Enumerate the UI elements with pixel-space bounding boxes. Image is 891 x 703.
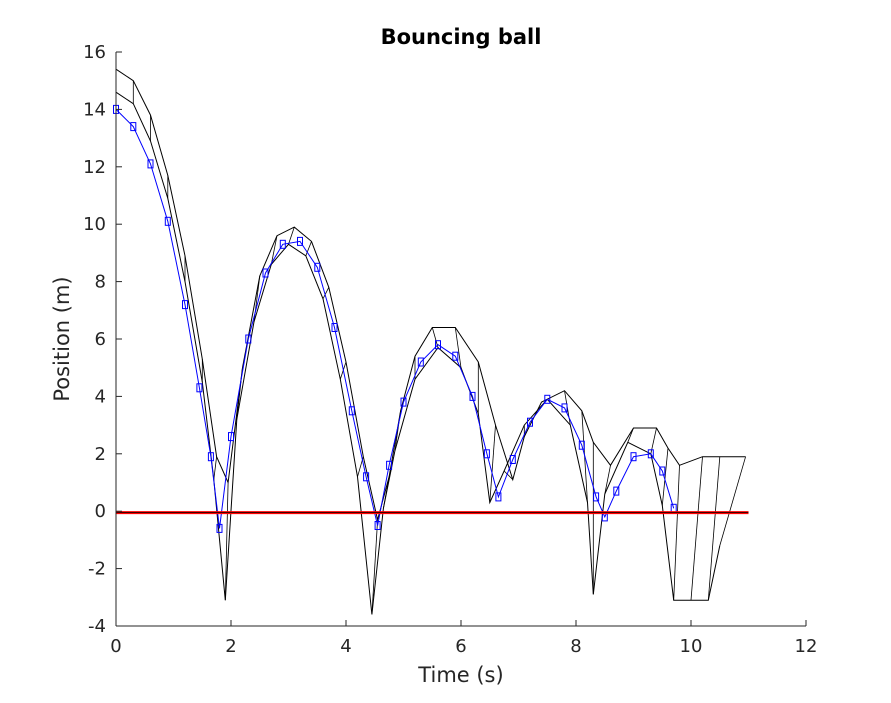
state-estimate-marker	[130, 122, 137, 132]
state-estimate-marker	[374, 521, 381, 530]
state-estimate-marker	[228, 432, 234, 442]
state-estimate-marker	[469, 391, 476, 401]
state-estimate-marker	[561, 403, 568, 413]
reach-set-segment	[270, 235, 278, 265]
state-estimate-marker	[647, 449, 654, 459]
y-tick-label: 12	[83, 157, 106, 178]
state-estimate-marker	[207, 452, 214, 462]
x-tick-label: 0	[110, 636, 121, 657]
y-axis-label: Position (m)	[50, 276, 74, 401]
state-estimate-marker	[452, 351, 459, 361]
state-estimate-marker	[400, 397, 407, 407]
state-estimate-marker	[509, 455, 516, 464]
state-estimate-marker	[435, 340, 441, 350]
reach-set-segment	[690, 456, 703, 601]
reach-set-segment	[305, 241, 312, 256]
state-estimate-marker	[578, 440, 585, 450]
state-estimate-marker	[659, 466, 666, 476]
reach-set-segment	[454, 327, 462, 368]
y-tick-label: 16	[83, 42, 106, 63]
state-estimate-marker	[544, 394, 551, 404]
state-estimate-marker	[483, 449, 490, 459]
x-tick-label: 4	[340, 636, 351, 657]
state-estimate-marker	[314, 262, 321, 272]
state-estimate-marker	[348, 406, 355, 416]
reach-set-segment	[604, 465, 611, 495]
reach-set-segment	[489, 425, 496, 503]
reach-set-segment	[673, 465, 680, 601]
x-tick-label: 8	[570, 636, 581, 657]
state-estimate-marker	[630, 452, 637, 462]
state-estimate-marker	[196, 383, 203, 393]
x-axis-label: Time (s)	[417, 663, 503, 687]
state-estimate-marker	[182, 300, 188, 310]
state-estimate-marker	[262, 268, 269, 278]
state-estimate-marker	[417, 357, 424, 367]
x-tick-label: 10	[680, 636, 703, 657]
state-estimate-marker	[245, 334, 252, 344]
state-estimate-marker	[386, 460, 393, 470]
y-tick-label: 8	[95, 272, 106, 293]
chart-title: Bouncing ball	[381, 25, 542, 49]
state-estimate-marker	[216, 523, 223, 533]
x-tick-label: 2	[225, 636, 236, 657]
state-estimate-marker	[495, 492, 502, 502]
y-tick-label: -2	[88, 559, 106, 580]
reach-set-segment	[224, 482, 229, 601]
y-tick-label: 6	[95, 329, 106, 350]
x-tick-label: 6	[455, 636, 466, 657]
state-estimate-marker	[331, 323, 338, 332]
reach-set-segment	[371, 519, 378, 615]
state-estimate-marker	[297, 236, 303, 246]
state-estimate-marker	[164, 216, 171, 226]
x-axis-ticks: 0 2 4 6 8 10 12	[110, 620, 817, 657]
state-estimate-marker	[147, 159, 154, 169]
state-estimate-marker	[613, 486, 620, 496]
reach-set-segment	[322, 287, 330, 299]
reach-set-segment	[661, 448, 669, 506]
state-estimate-marker	[593, 492, 600, 502]
reach-set-segment	[707, 456, 721, 601]
state-estimate-marker	[527, 417, 533, 427]
y-tick-label: 2	[95, 444, 106, 465]
reach-set-segment	[431, 327, 439, 348]
reachable-set-upper-line	[115, 68, 746, 520]
y-tick-label: 14	[83, 99, 106, 120]
reach-set-segment	[288, 226, 295, 245]
reach-set-segment	[719, 456, 746, 546]
y-tick-label: -4	[88, 616, 106, 637]
x-tick-label: 12	[795, 636, 818, 657]
y-axis-ticks: -4 -2 0 2 4 6 8 10 12 14 16	[83, 42, 122, 637]
y-tick-label: 4	[95, 386, 106, 407]
state-estimate-marker	[279, 239, 286, 249]
reach-set-segment	[503, 470, 514, 480]
y-tick-label: 0	[95, 501, 106, 522]
state-estimate-marker	[363, 472, 370, 482]
y-tick-label: 10	[83, 214, 106, 235]
reach-set-segment	[213, 456, 217, 480]
state-estimate-line	[115, 109, 675, 529]
